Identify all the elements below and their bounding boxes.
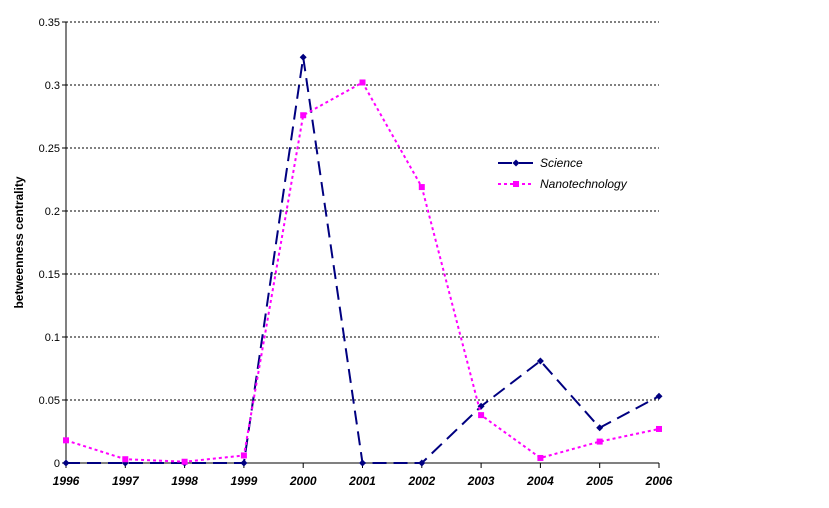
data-point-science bbox=[299, 53, 307, 61]
data-point-nanotechnology bbox=[418, 184, 425, 191]
legend-swatch-marker bbox=[512, 159, 520, 167]
series-nanotechnology bbox=[63, 79, 662, 465]
x-tick-label: 1997 bbox=[112, 474, 140, 488]
x-tick-label: 2000 bbox=[289, 474, 317, 488]
y-axis-label: betweenness centrality bbox=[12, 176, 26, 308]
data-point-nanotechnology bbox=[359, 79, 366, 86]
data-point-science bbox=[359, 459, 366, 467]
x-tick-label: 1998 bbox=[171, 474, 198, 488]
data-point-nanotechnology bbox=[596, 438, 603, 445]
data-point-nanotechnology bbox=[537, 454, 544, 461]
y-tick-labels: 0 0.05 0.1 0.15 0.2 0.25 0.3 0.35 bbox=[39, 17, 60, 470]
y-tick-label: 0.15 bbox=[39, 269, 60, 281]
data-point-science bbox=[655, 392, 663, 400]
y-tick-label: 0.1 bbox=[45, 332, 60, 344]
x-tick-label: 1999 bbox=[231, 474, 258, 488]
axes bbox=[62, 21, 660, 468]
data-point-nanotechnology bbox=[63, 437, 69, 444]
x-tick-labels: 1996 1997 1998 1999 2000 2001 2002 2003 2004 2005… bbox=[53, 474, 673, 488]
x-tick-label: 1996 bbox=[53, 474, 80, 488]
data-point-nanotechnology bbox=[122, 456, 129, 463]
legend-label: Science bbox=[540, 156, 583, 170]
data-point-science bbox=[240, 459, 248, 467]
x-tick-label: 2003 bbox=[467, 474, 495, 488]
x-tick-label: 2001 bbox=[348, 474, 376, 488]
y-tick-label: 0 bbox=[54, 458, 60, 470]
legend: Science Nanotechnology bbox=[498, 156, 628, 191]
series-science bbox=[62, 53, 663, 467]
data-point-nanotechnology bbox=[478, 412, 485, 419]
y-tick-label: 0.2 bbox=[45, 206, 60, 218]
legend-label: Nanotechnology bbox=[540, 177, 628, 191]
y-tick-label: 0.3 bbox=[45, 80, 60, 92]
legend-item-nanotechnology: Nanotechnology bbox=[498, 177, 628, 191]
series-layer bbox=[62, 53, 663, 467]
x-tick-label: 2006 bbox=[645, 474, 673, 488]
data-point-nanotechnology bbox=[181, 458, 188, 465]
grid bbox=[66, 21, 659, 401]
y-tick-label: 0.35 bbox=[39, 17, 60, 29]
data-point-nanotechnology bbox=[240, 452, 247, 459]
x-tick-label: 2005 bbox=[585, 474, 613, 488]
data-point-science bbox=[418, 459, 426, 467]
data-point-nanotechnology bbox=[656, 425, 662, 432]
y-tick-label: 0.05 bbox=[39, 395, 60, 407]
data-point-science bbox=[596, 424, 604, 432]
x-tick-label: 2002 bbox=[407, 474, 435, 488]
data-point-science bbox=[62, 459, 70, 467]
legend-swatch-marker bbox=[513, 181, 519, 187]
series-line-science bbox=[66, 57, 660, 464]
data-point-nanotechnology bbox=[300, 112, 307, 119]
x-tick-label: 2004 bbox=[526, 474, 554, 488]
data-point-science bbox=[536, 357, 544, 365]
y-tick-label: 0.25 bbox=[39, 143, 60, 155]
series-line-nanotechnology bbox=[65, 81, 660, 463]
legend-item-science: Science bbox=[498, 156, 583, 170]
